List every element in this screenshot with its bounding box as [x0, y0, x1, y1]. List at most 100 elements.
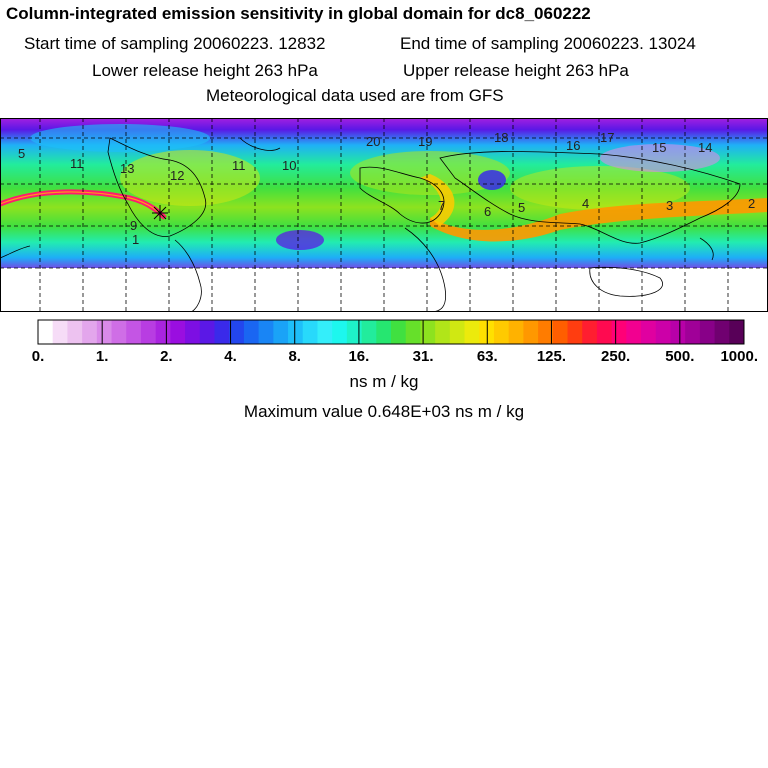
colorbar-cell [361, 320, 377, 344]
colorbar-cell [611, 320, 627, 344]
time-label: 13 [120, 161, 134, 176]
time-label: 2 [748, 196, 755, 211]
release-location-marker [152, 205, 168, 221]
colorbar-cell [714, 320, 730, 344]
colorbar-tick-label: 4. [224, 348, 237, 365]
colorbar-cell [332, 320, 348, 344]
colorbar: 0. 1. 2. 4. 8. 16. 31. 63. 125. 250. 500. 1000. [32, 319, 758, 365]
colorbar-cell [52, 320, 68, 344]
time-label: 17 [600, 130, 614, 145]
figure-title: Column-integrated emission sensitivity i… [6, 4, 591, 23]
time-label: 16 [566, 138, 580, 153]
time-label: 18 [494, 130, 508, 145]
colorbar-cell [258, 320, 274, 344]
upper-release-text: Upper release height 263 hPa [403, 61, 629, 80]
flight-track-highlight [0, 191, 166, 219]
colorbar-cell [170, 320, 186, 344]
maximum-value-text: Maximum value 0.648E+03 ns m / kg [243, 402, 525, 421]
colorbar-cell [273, 320, 289, 344]
time-label: 3 [666, 198, 673, 213]
time-label: 14 [698, 140, 712, 155]
time-label: 6 [484, 204, 491, 219]
start-time-text: Start time of sampling 20060223. 12832 [24, 34, 326, 53]
colorbar-cell [391, 320, 407, 344]
colorbar-frame [37, 319, 745, 345]
sensitivity-patch [120, 150, 260, 206]
colorbar-cell [729, 320, 745, 344]
graticule [0, 118, 768, 312]
sensitivity-patch [600, 144, 720, 172]
colorbar-tick-label: 1. [96, 348, 109, 365]
colorbar-cell [435, 320, 451, 344]
colorbar-cell [626, 320, 642, 344]
colorbar-cell [214, 320, 230, 344]
sensitivity-patch [510, 166, 690, 210]
sensitivity-map: 5 11 12 13 11 10 20 19 18 17 16 15 14 7 … [0, 118, 768, 312]
sensitivity-patch [276, 230, 324, 250]
high-sensitivity-band [420, 174, 455, 226]
colorbar-cell [685, 320, 701, 344]
colorbar-cell [199, 320, 215, 344]
colorbar-cell [82, 320, 98, 344]
time-label: 5 [518, 200, 525, 215]
colorbar-cell [288, 320, 304, 344]
colorbar-cell [140, 320, 157, 344]
colorbar-cell [67, 320, 83, 344]
end-time-text: End time of sampling 20060223. 13024 [400, 34, 696, 53]
time-label: 5 [18, 146, 25, 161]
time-label: 7 [438, 198, 445, 213]
colorbar-tick-label: 250. [601, 348, 630, 365]
colorbar-tick-label: 125. [537, 348, 566, 365]
time-label: 9 [130, 218, 137, 233]
colorbar-tick-label: 31. [413, 348, 434, 365]
colorbar-cell [552, 320, 568, 344]
colorbar-cell [655, 320, 671, 344]
colorbar-cell [699, 320, 716, 344]
colorbar-cell [567, 320, 583, 344]
colorbar-cell [302, 320, 318, 344]
colorbar-cell [523, 320, 539, 344]
colorbar-tick-label: 500. [665, 348, 694, 365]
sensitivity-patch [478, 170, 506, 190]
colorbar-cell [155, 320, 171, 344]
time-label: 12 [170, 168, 184, 183]
colorbar-cell [508, 320, 524, 344]
colorbar-cell [596, 320, 613, 344]
colorbar-cell [111, 320, 127, 344]
met-data-text: Meteorological data used are from GFS [206, 86, 504, 105]
colorbar-cell [126, 320, 142, 344]
colorbar-cell [243, 320, 260, 344]
colorbar-tick-label: 0. [32, 348, 45, 365]
colorbar-cell [582, 320, 598, 344]
colorbar-tick-label: 16. [348, 348, 369, 365]
time-label: 20 [366, 134, 380, 149]
colorbar-cell [420, 320, 436, 344]
colorbar-cell [346, 320, 363, 344]
colorbar-cell [670, 320, 686, 344]
colorbar-cell [317, 320, 333, 344]
time-label: 19 [418, 134, 432, 149]
time-label: 11 [232, 158, 246, 173]
colorbar-cell [185, 320, 201, 344]
colorbar-cell [464, 320, 480, 344]
colorbar-cell [449, 320, 466, 344]
colorbar-cell [493, 320, 510, 344]
coastlines [0, 137, 741, 312]
colorbar-cell [641, 320, 657, 344]
colorbar-cell [38, 320, 54, 344]
time-label: 1 [132, 232, 139, 247]
colorbar-cell [538, 320, 554, 344]
colorbar-cell [96, 320, 113, 344]
colorbar-tick-label: 8. [288, 348, 301, 365]
time-label: 11 [70, 156, 84, 171]
colorbar-units: ns m / kg [349, 372, 419, 391]
colorbar-cell [229, 320, 245, 344]
colorbar-tick-label: 63. [477, 348, 498, 365]
time-label: 4 [582, 196, 589, 211]
colorbar-tick-label: 2. [160, 348, 173, 365]
colorbar-tick-label: 1000. [720, 348, 758, 365]
colorbar-cell [376, 320, 392, 344]
time-label: 10 [282, 158, 296, 173]
lower-release-text: Lower release height 263 hPa [92, 61, 318, 80]
time-label: 15 [652, 140, 666, 155]
